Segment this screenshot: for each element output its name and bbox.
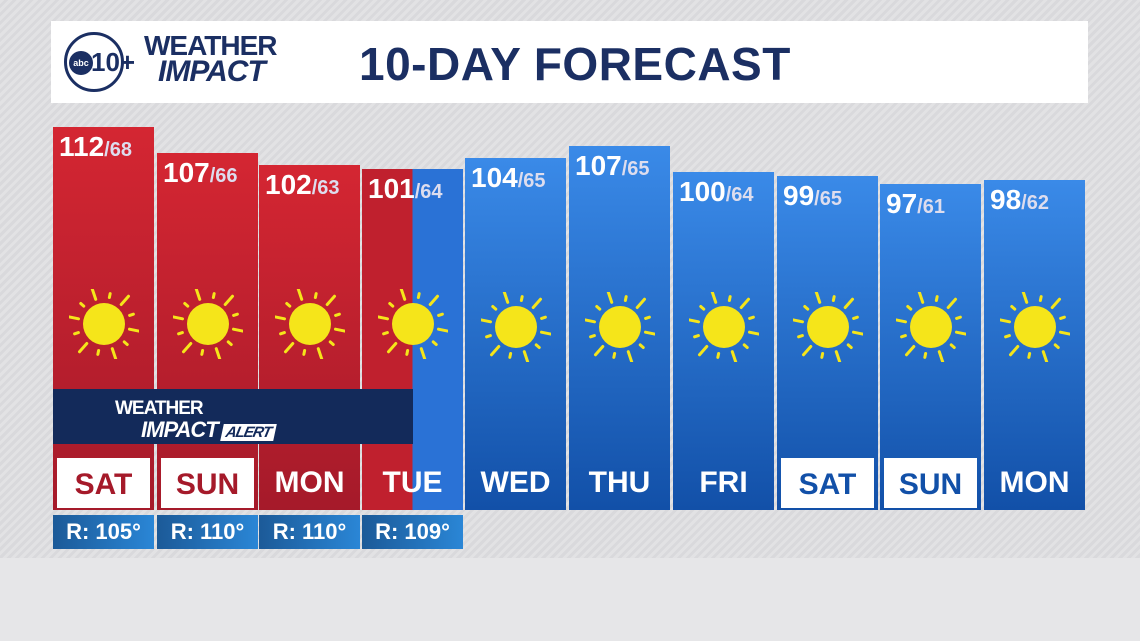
low-temp: /64 <box>414 181 443 203</box>
forecast-day-column: 107/65 THU <box>569 146 670 510</box>
day-label: MON <box>274 466 345 499</box>
day-label: TUE <box>382 466 443 499</box>
header-bar: abc 10+ WEATHER IMPACT 10-DAY FORECAST <box>51 21 1088 103</box>
day-label: FRI <box>699 466 748 499</box>
high-temp: 99 <box>783 180 815 211</box>
real-feel-badge: R: 110° <box>157 515 258 549</box>
high-temp: 104 <box>471 162 518 193</box>
low-temp: /65 <box>517 170 546 192</box>
day-label: THU <box>588 466 651 499</box>
sun-icon <box>790 290 866 364</box>
low-temp: /65 <box>814 188 842 210</box>
low-temp: /64 <box>725 184 754 206</box>
real-feel-badge: R: 110° <box>259 515 360 549</box>
alert-tag: ALERT <box>219 424 277 441</box>
day-label: SUN <box>884 458 977 508</box>
temperature: 99/65 <box>783 180 842 212</box>
sun-icon <box>893 290 969 364</box>
sun-icon <box>66 287 142 361</box>
forecast-day-column: 100/64 FRI <box>673 172 774 510</box>
sun-icon <box>375 287 451 361</box>
alert-line2: IMPACT ALERT <box>141 417 277 443</box>
temperature: 98/62 <box>990 184 1049 216</box>
temperature: 104/65 <box>471 162 546 194</box>
background-floor <box>0 558 1140 641</box>
sun-icon <box>272 287 348 361</box>
temperature: 101/64 <box>368 173 443 205</box>
sun-icon <box>997 290 1073 364</box>
high-temp: 112 <box>59 131 105 162</box>
alert-impact: IMPACT <box>141 417 219 442</box>
temperature: 107/66 <box>163 157 238 189</box>
low-temp: /66 <box>209 165 238 187</box>
day-label: WED <box>480 466 551 499</box>
sun-icon <box>478 290 554 364</box>
day-label: SAT <box>57 458 150 508</box>
high-temp: 100 <box>679 176 726 207</box>
abc10-logo <box>64 32 124 92</box>
abc-logo-text: abc <box>69 51 93 75</box>
temperature: 102/63 <box>265 169 340 201</box>
low-temp: /63 <box>311 177 340 199</box>
day-label: SAT <box>781 458 874 508</box>
forecast-day-column: 102/63 MON <box>259 165 360 510</box>
temperature: 107/65 <box>575 150 650 182</box>
sun-icon <box>686 290 762 364</box>
day-label: MON <box>999 466 1070 499</box>
channel-logo-text: 10+ <box>91 47 136 77</box>
page-title: 10-DAY FORECAST <box>359 38 791 90</box>
weather-impact-logo: WEATHER IMPACT <box>144 30 277 88</box>
forecast-day-column: 104/65 WED <box>465 158 566 510</box>
high-temp: 102 <box>265 169 312 200</box>
low-temp: /68 <box>104 139 132 161</box>
forecast-day-column: 97/61 SUN <box>880 184 981 510</box>
brand-line1: WEATHER <box>144 30 277 61</box>
high-temp: 97 <box>886 188 918 219</box>
high-temp: 101 <box>368 173 415 204</box>
high-temp: 98 <box>990 184 1022 215</box>
temperature: 112/68 <box>59 131 132 163</box>
day-label: SUN <box>161 458 254 508</box>
high-temp: 107 <box>163 157 210 188</box>
temperature: 100/64 <box>679 176 754 208</box>
low-temp: /61 <box>917 196 945 218</box>
forecast-day-column: 99/65 SAT <box>777 176 878 510</box>
forecast-day-column: 107/66 SUN <box>157 153 258 510</box>
forecast-day-column: 112/68 SAT <box>53 127 154 510</box>
forecast-day-column: 98/62 MON <box>984 180 1085 510</box>
sun-icon <box>170 287 246 361</box>
weather-impact-alert-banner: WEATHER IMPACT ALERT <box>53 389 413 444</box>
sun-icon <box>582 290 658 364</box>
low-temp: /62 <box>1021 192 1049 214</box>
forecast-day-column: 101/64 TUE <box>362 169 463 510</box>
high-temp: 107 <box>575 150 622 181</box>
low-temp: /65 <box>621 158 650 180</box>
real-feel-badge: R: 105° <box>53 515 154 549</box>
real-feel-badge: R: 109° <box>362 515 463 549</box>
temperature: 97/61 <box>886 188 945 220</box>
alert-line1: WEATHER <box>115 398 204 419</box>
brand-line2: IMPACT <box>158 55 266 88</box>
